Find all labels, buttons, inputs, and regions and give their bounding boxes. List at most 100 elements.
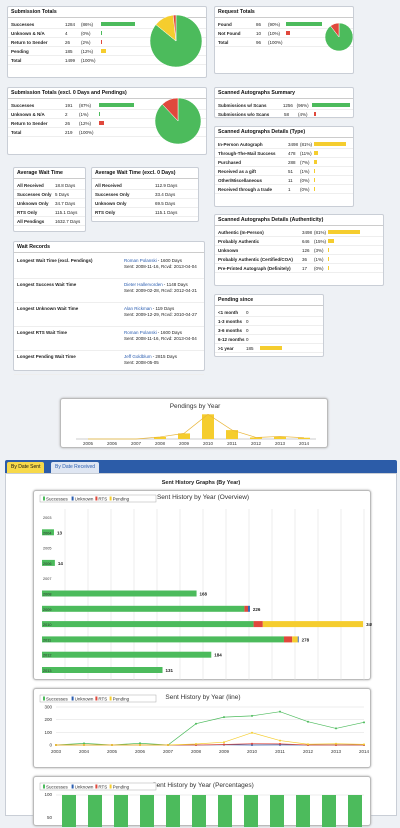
- wait-record-label: Longest Wait Time (excl. Pendings): [17, 258, 124, 263]
- stat-count: 11: [288, 178, 300, 183]
- stat-percent: (2%): [81, 40, 101, 45]
- stat-percent: (0%): [300, 178, 314, 183]
- stat-value: 18.8 Days: [55, 183, 75, 188]
- y-tick-label: 2012: [43, 654, 51, 658]
- scanned-summary-card: Scanned Autographs Summary Submissions w…: [214, 87, 354, 118]
- stat-percent: (96%): [297, 103, 313, 108]
- wait-record-line: Jeff Goldblum- 2815 Days: [124, 354, 177, 360]
- pending-count: 0: [246, 328, 260, 333]
- x-tick-label: 2014: [299, 441, 310, 446]
- stat-bar: [312, 103, 350, 107]
- stat-count: 3498: [288, 142, 300, 147]
- wait-record-name-link[interactable]: Roman Polanski: [124, 258, 157, 263]
- stat-percent: (86%): [81, 22, 101, 27]
- stat-percent: (0%): [300, 187, 314, 192]
- series-point: [279, 711, 281, 713]
- pending-label: 6-12 months: [218, 337, 246, 342]
- chart-title: Sent History by Year (Percentages): [152, 782, 254, 789]
- stat-label: Successes Only: [17, 192, 55, 197]
- scanned-type-card: Scanned Autographs Details (Type) In-Per…: [214, 126, 354, 207]
- stat-count: 58: [284, 112, 298, 117]
- stat-value: 112.9 Days: [155, 183, 177, 188]
- stat-label: Unknown & N/A: [11, 112, 65, 117]
- stat-bar: [99, 112, 100, 116]
- wait-record-dates: Sent: 2008-05-05: [124, 360, 177, 366]
- series-point: [139, 744, 141, 746]
- tab-by-date-received[interactable]: By Date Received: [51, 462, 99, 473]
- y-tick-label: 2008: [43, 593, 51, 597]
- stat-percent: (87%): [79, 103, 99, 108]
- wait-record-name-link[interactable]: Jeff Goldblum: [124, 354, 152, 359]
- stat-label: All Received: [95, 183, 155, 188]
- stat-percent: (1%): [300, 169, 314, 174]
- series-point: [363, 743, 365, 745]
- percentage-bar: [296, 795, 310, 827]
- overview-chart-svg: Sent History by Year (Overview)Successes…: [34, 491, 372, 681]
- series-point: [167, 744, 169, 746]
- percentage-bar: [218, 795, 232, 827]
- pending-label: 3-6 months: [218, 328, 246, 333]
- y-tick-label: 100: [44, 730, 52, 735]
- stat-percent: (1%): [314, 257, 328, 262]
- wait-record-label: Longest Unknown Wait Time: [17, 306, 124, 311]
- tab-by-date-sent[interactable]: By Date Sent: [7, 462, 44, 473]
- request-pie-chart: [215, 7, 355, 75]
- legend-label: Successes: [46, 697, 69, 702]
- percentage-bar: [62, 795, 76, 827]
- stat-percent: (81%): [314, 230, 328, 235]
- stat-bar: [314, 142, 346, 146]
- submission-excl-pie-chart: [153, 96, 203, 146]
- stat-label: Return to Sender: [11, 121, 65, 126]
- stat-count: 26: [65, 40, 81, 45]
- x-tick-label: 2011: [275, 749, 285, 754]
- stat-count: 1256: [283, 103, 297, 108]
- percentage-bar: [114, 795, 128, 827]
- series-point: [223, 743, 225, 745]
- stat-label: Received through a trade: [218, 187, 288, 192]
- legend-swatch: [95, 785, 97, 789]
- stat-label: Authentic (In-Person): [218, 230, 302, 235]
- chart-title: Sent History by Year (Overview): [157, 494, 249, 501]
- stat-label: Unknown Only: [17, 201, 55, 206]
- x-tick-label: 2009: [219, 749, 230, 754]
- wait-record-name-link[interactable]: Roman Polanski: [124, 330, 157, 335]
- bar-segment: [42, 667, 163, 673]
- series-point: [335, 727, 337, 729]
- x-tick-label: 2008: [155, 441, 166, 446]
- stat-row: Probably Authentic (Certified/COA)36(1%): [215, 255, 383, 264]
- stat-bar: [314, 112, 316, 116]
- stat-count: 288: [288, 160, 300, 165]
- stat-label: Purchased: [218, 160, 288, 165]
- x-tick-label: 2009: [179, 441, 190, 446]
- stat-label: Received as a gift: [218, 169, 288, 174]
- stat-count: 1: [288, 187, 300, 192]
- tab-bar: By Date Sent By Date Received: [5, 460, 397, 473]
- legend-label: Unknown: [75, 697, 94, 702]
- y-tick-label: 2005: [43, 547, 51, 551]
- legend-label: Unknown: [75, 785, 94, 790]
- stat-count: 219: [65, 130, 79, 135]
- stat-bar: [314, 178, 315, 182]
- bar-segment: [42, 652, 211, 658]
- wait-record-name-link[interactable]: Dieter Hallervorden: [124, 282, 163, 287]
- card-title: Average Wait Time (excl. 0 Days): [92, 168, 198, 179]
- series-point: [279, 743, 281, 745]
- stat-count: 646: [302, 239, 314, 244]
- x-tick-label: 2005: [83, 441, 94, 446]
- wait-record-name-link[interactable]: Alan Rickman: [124, 306, 152, 311]
- series-point: [307, 721, 309, 723]
